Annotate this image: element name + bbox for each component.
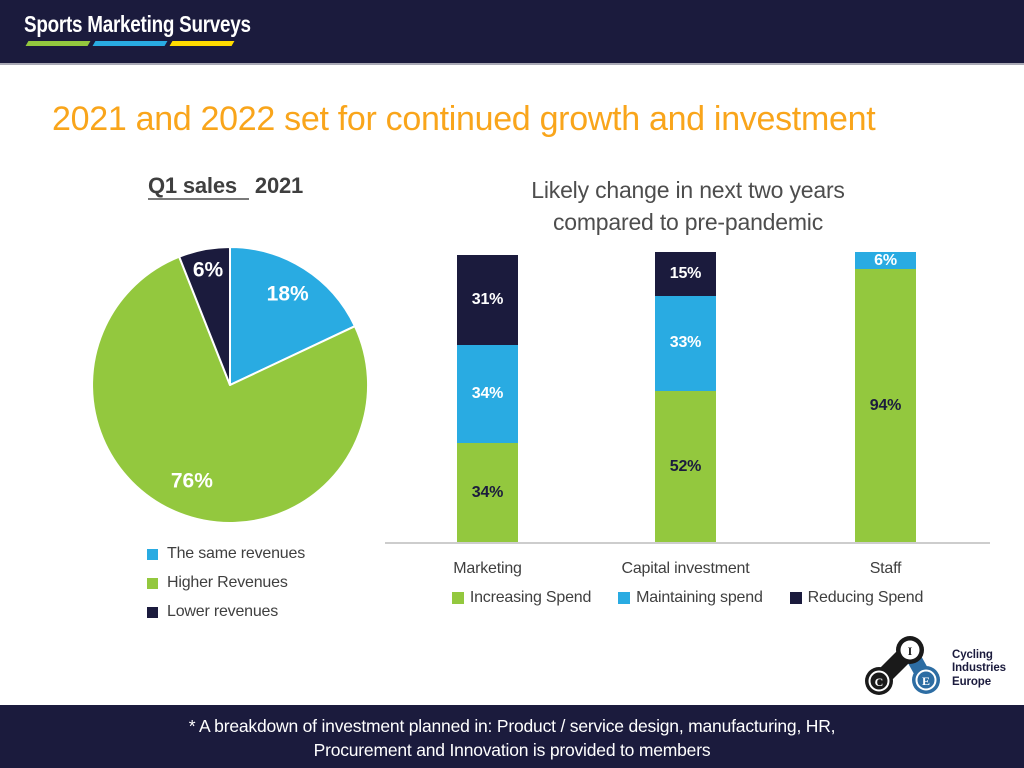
- footnote-line2: Procurement and Innovation is provided t…: [313, 740, 711, 760]
- bar-segment-maintaining-spend: 33%: [655, 295, 716, 392]
- cie-letter-c: C: [875, 675, 884, 689]
- pie-value-label: 6%: [193, 258, 224, 281]
- bar-chart-title-line1: Likely change in next two years: [531, 177, 845, 203]
- header-bar: Sports Marketing Surveys: [0, 0, 1024, 65]
- legend-item-reducing-spend: Reducing Spend: [789, 589, 924, 607]
- cie-text-line3: Europe: [952, 675, 992, 688]
- legend-swatch: [147, 548, 158, 560]
- footnote-line1: * A breakdown of investment planned in: …: [188, 716, 836, 736]
- cie-ring-c: [868, 670, 890, 692]
- chain-link-icon: C I E: [865, 636, 940, 695]
- brand-logo: Sports Marketing Surveys: [24, 11, 251, 37]
- bar-capital-investment: 15% 33% 52%: [655, 252, 716, 542]
- legend-swatch: [451, 592, 464, 604]
- cie-letter-e: E: [922, 674, 930, 688]
- legend-swatch: [789, 592, 802, 604]
- pie-legend: The same revenues Higher Revenues Lower re…: [147, 545, 305, 632]
- legend-item-higher-revenues: Higher Revenues: [147, 574, 305, 592]
- bar-category-label: Staff: [869, 560, 902, 577]
- legend-item-increasing-spend: Increasing Spend: [451, 589, 592, 607]
- legend-item-lower-revenues: Lower revenues: [147, 603, 305, 621]
- brand-underline-yellow: [169, 41, 235, 46]
- legend-label: Maintaining spend: [636, 589, 763, 606]
- brand-underline: [25, 41, 235, 46]
- cie-letter-i: I: [908, 644, 913, 658]
- x-axis-line: [385, 542, 990, 544]
- bar-marketing: 31% 34% 34%: [457, 254, 518, 542]
- pie-heading: Q1 sales 2021: [148, 173, 304, 200]
- bar-legend: Increasing Spend Maintaining spend Reducin…: [385, 589, 990, 607]
- legend-item-the-same-revenues: The same revenues: [147, 545, 305, 563]
- bar-chart: 31% 34% 34% Marketing 15% 33% 52% Capital inves…: [385, 252, 990, 577]
- legend-swatch: [147, 577, 158, 589]
- pie-chart: 18% 76% 6%: [91, 246, 370, 524]
- bar-segment-maintaining-spend: 34%: [457, 344, 518, 444]
- legend-swatch: [618, 592, 631, 604]
- bar-segment-increasing-spend: 34%: [457, 443, 518, 542]
- pie-slice-the-same-revenues: [229, 246, 356, 386]
- pie-heading-underlined: Q1 sales: [148, 173, 249, 200]
- legend-swatch: [147, 606, 158, 618]
- cie-text-line2: Industries: [952, 662, 1006, 675]
- legend-label: Reducing Spend: [807, 589, 924, 606]
- pie-value-label: 76%: [171, 470, 213, 493]
- bar-segment-reducing-spend: 31%: [457, 254, 518, 345]
- bar-staff: 6% 94%: [855, 252, 916, 542]
- page-title: 2021 and 2022 set for continued growth a…: [52, 100, 876, 138]
- pie-slice-higher-revenues: [91, 255, 370, 524]
- cie-ring-i: [900, 640, 920, 660]
- brand-underline-green: [25, 41, 91, 46]
- bar-segment-maintaining-spend: 6%: [855, 252, 916, 270]
- cie-text-line1: Cycling: [952, 648, 993, 661]
- footer-bar: * A breakdown of investment planned in: …: [0, 705, 1024, 768]
- pie-slice-lower-revenues: [178, 246, 231, 386]
- bar-segment-increasing-spend: 52%: [655, 391, 716, 542]
- bar-chart-title: Likely change in next two years compared…: [420, 174, 956, 238]
- pie-heading-year: 2021: [254, 173, 304, 198]
- legend-label: Lower revenues: [167, 603, 279, 620]
- bar-segment-reducing-spend: 15%: [655, 252, 716, 296]
- cie-logo-text: Cycling Industries Europe: [952, 649, 1006, 690]
- cie-ring-e: [915, 669, 937, 691]
- bar-chart-title-line2: compared to pre-pandemic: [552, 209, 824, 235]
- legend-label: Higher Revenues: [167, 574, 288, 591]
- bar-segment-increasing-spend: 94%: [855, 269, 916, 542]
- bar-category-label: Marketing: [453, 560, 522, 577]
- legend-item-maintaining-spend: Maintaining spend: [618, 589, 763, 607]
- legend-label: Increasing Spend: [469, 589, 592, 606]
- cie-logo: C I E Cycling Industries Europe: [860, 633, 1022, 705]
- legend-label: The same revenues: [167, 545, 306, 562]
- brand-underline-blue: [92, 41, 168, 46]
- pie-value-label: 18%: [267, 283, 309, 306]
- bar-category-label: Capital investment: [621, 560, 750, 577]
